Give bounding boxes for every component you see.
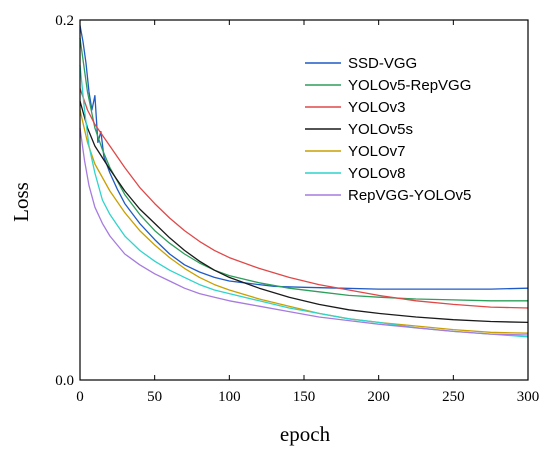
series-line-3 bbox=[79, 100, 529, 324]
y-tick-label-1: 0.2 bbox=[55, 13, 74, 29]
x-tick-label-4: 200 bbox=[367, 389, 390, 405]
series-line-0 bbox=[79, 25, 529, 290]
legend-label-6: RepVGG-YOLOv5 bbox=[348, 187, 471, 204]
y-axis-title: Loss bbox=[9, 182, 33, 222]
legend-label-3: YOLOv5s bbox=[348, 121, 413, 138]
legend-label-4: YOLOv7 bbox=[348, 143, 406, 160]
legend-label-1: YOLOv5-RepVGG bbox=[348, 77, 471, 94]
x-tick-label-3: 150 bbox=[293, 389, 316, 405]
legend-label-5: YOLOv8 bbox=[348, 165, 406, 182]
y-tick-label-0: 0.0 bbox=[55, 373, 74, 389]
x-tick-label-5: 250 bbox=[442, 389, 465, 405]
x-tick-label-0: 0 bbox=[76, 389, 84, 405]
series-line-2 bbox=[79, 88, 529, 309]
axes-layer: 0 50 100 150 200 250 300 0.0 0.2 bbox=[55, 13, 539, 405]
x-tick-label-6: 300 bbox=[517, 389, 540, 405]
legend-label-0: SSD-VGG bbox=[348, 55, 417, 72]
legend: SSD-VGG YOLOv5-RepVGG YOLOv3 YOLOv5s YOLOv7 Y… bbox=[305, 55, 471, 204]
series-line-6 bbox=[79, 127, 529, 336]
x-axis-title: epoch bbox=[280, 422, 331, 446]
series-line-4 bbox=[79, 109, 529, 334]
x-tick-label-1: 50 bbox=[147, 389, 162, 405]
series-layer bbox=[79, 25, 529, 338]
legend-label-2: YOLOv3 bbox=[348, 99, 406, 116]
x-tick-label-2: 100 bbox=[218, 389, 241, 405]
series-line-5 bbox=[79, 64, 529, 338]
